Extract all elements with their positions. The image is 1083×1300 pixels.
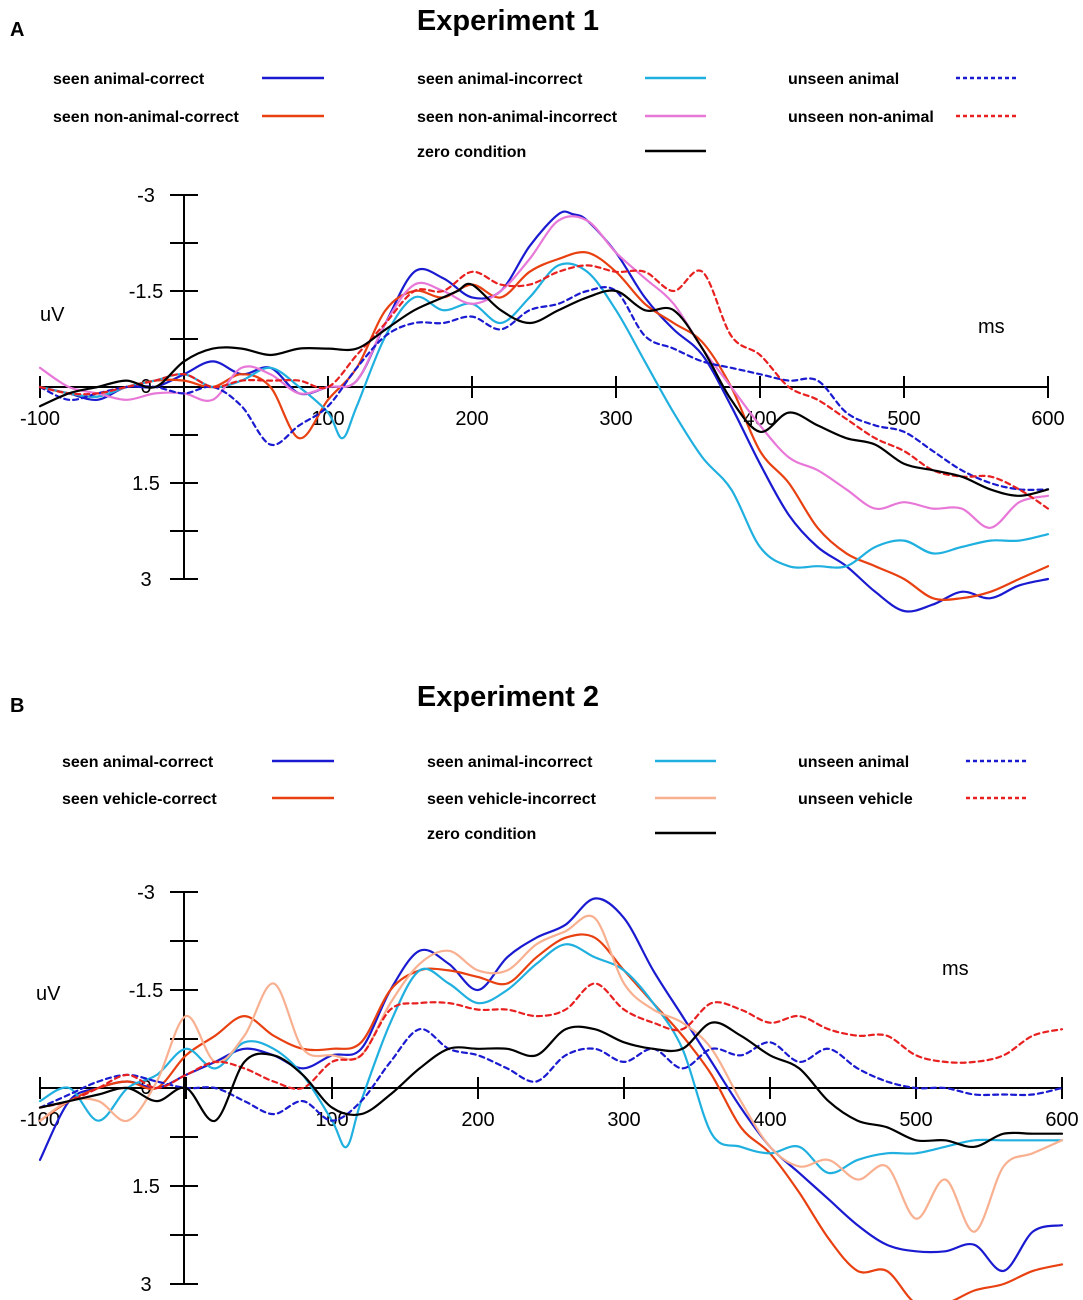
traces-b — [38, 897, 1064, 1300]
series-line-seen-animal-incorrect-b — [38, 943, 1064, 1175]
legend-label: unseen animal — [798, 754, 909, 771]
y-tick-label: 1.5 — [132, 1176, 160, 1198]
x-tick-label: 400 — [753, 1109, 786, 1131]
panel-letter-a: A — [10, 19, 24, 41]
series-line-seen-vehicle-correct-b — [38, 933, 1064, 1300]
x-tick-label: 200 — [455, 408, 488, 430]
x-tick-label: 300 — [599, 408, 632, 430]
y-tick-label: -3 — [137, 185, 155, 207]
panel-letter-b: B — [10, 695, 24, 717]
x-axis-label: ms — [978, 316, 1005, 338]
y-tick-label: 3 — [140, 569, 151, 591]
chart-title-b: Experiment 2 — [417, 681, 599, 713]
x-tick-label: 600 — [1045, 1109, 1078, 1131]
series-line-unseen-animal-b — [38, 1028, 1064, 1122]
series-line-seen-vehicle-incorrect-b — [38, 914, 1064, 1233]
y-axis-label: uV — [36, 983, 61, 1005]
x-tick-label: 300 — [607, 1109, 640, 1131]
legend-a: seen animal-correct seen non-animal-corre… — [53, 71, 1016, 161]
y-tick-label: 3 — [140, 1274, 151, 1296]
y-tick-label: -1.5 — [129, 980, 163, 1002]
x-tick-label: 500 — [887, 408, 920, 430]
legend-label: seen non-animal-incorrect — [417, 109, 618, 126]
legend-label: seen animal-incorrect — [427, 754, 593, 771]
series-line-seen-animal-correct-b — [38, 897, 1064, 1273]
series-line-unseen-vehicle-b — [38, 982, 1064, 1109]
legend-label: unseen non-animal — [788, 109, 934, 126]
legend-label: zero condition — [427, 826, 536, 843]
legend-label: zero condition — [417, 144, 526, 161]
series-line-zero-condition-b — [38, 1021, 1064, 1148]
series-line-seen-animal-correct-a — [38, 210, 1050, 613]
legend-label: seen animal-correct — [62, 754, 214, 771]
legend-label: seen animal-correct — [53, 71, 205, 88]
series-line-zero-condition-a — [38, 282, 1050, 497]
series-line-unseen-non-animal-a — [38, 264, 1050, 510]
legend-b: seen animal-correct seen vehicle-correct s… — [62, 754, 1026, 843]
legend-label: unseen vehicle — [798, 791, 913, 808]
x-tick-label: 600 — [1031, 408, 1064, 430]
x-axis-label: ms — [942, 958, 969, 980]
legend-label: seen vehicle-incorrect — [427, 791, 597, 808]
y-tick-label: 1.5 — [132, 473, 160, 495]
series-line-seen-non-animal-incorrect-a — [38, 215, 1050, 529]
legend-label: seen animal-incorrect — [417, 71, 583, 88]
y-tick-label: -3 — [137, 882, 155, 904]
traces-a — [38, 210, 1050, 613]
x-tick-label: 200 — [461, 1109, 494, 1131]
panel-b: B Experiment 2 seen animal-correct seen v… — [10, 681, 1079, 1300]
chart-title-a: Experiment 1 — [417, 5, 599, 37]
legend-label: seen non-animal-correct — [53, 109, 240, 126]
legend-label: unseen animal — [788, 71, 899, 88]
panel-a: A Experiment 1 seen animal-correct seen n… — [10, 5, 1065, 613]
x-tick-label: 500 — [899, 1109, 932, 1131]
y-tick-label: -1.5 — [129, 281, 163, 303]
y-axis-label: uV — [40, 304, 65, 326]
legend-label: seen vehicle-correct — [62, 791, 217, 808]
x-tick-label: -100 — [20, 408, 60, 430]
